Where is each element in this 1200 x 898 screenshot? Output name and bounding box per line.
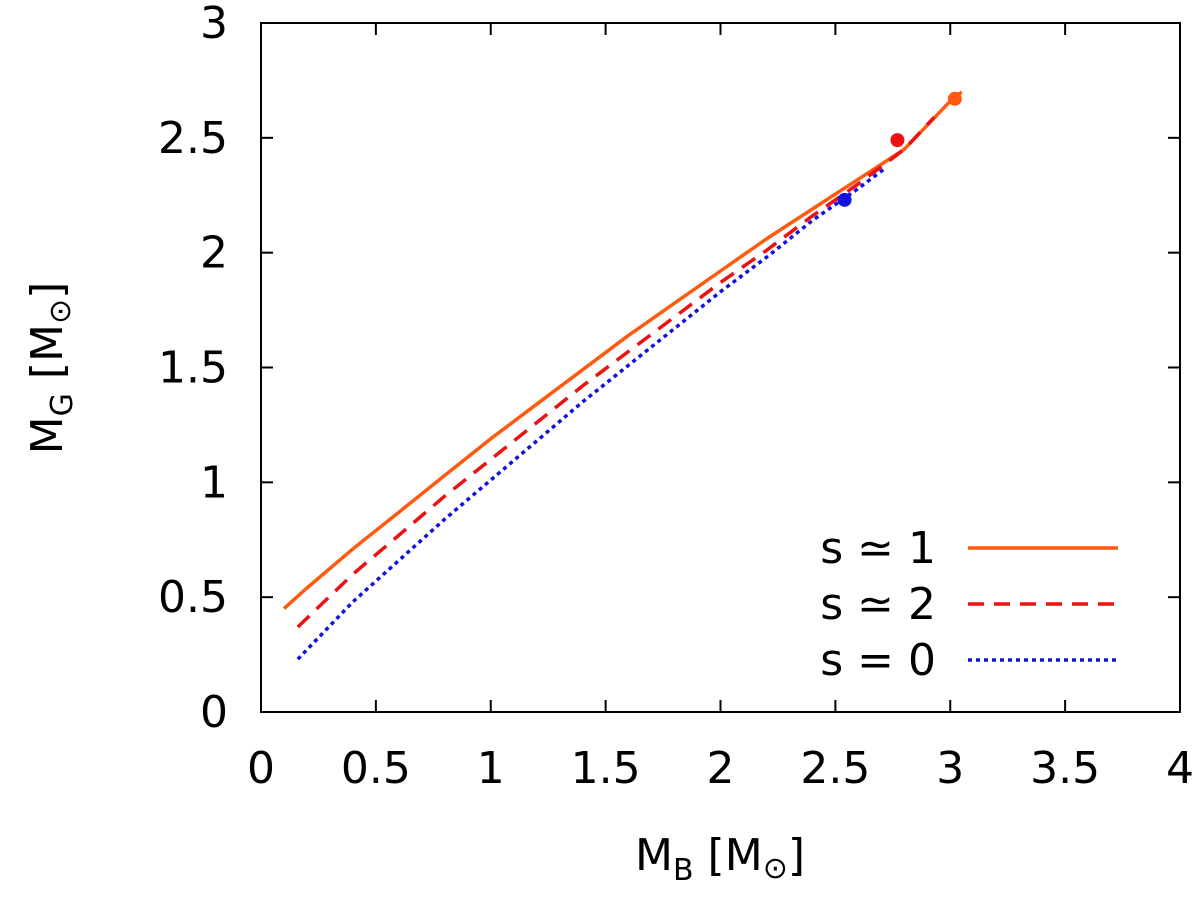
y-axis-label: MG [M⊙] [22,282,80,455]
series-line-2 [296,116,936,629]
x-tick-label: 0 [247,743,275,794]
plot-frame [260,22,1181,713]
y-tick-label: 2 [200,228,228,279]
x-tick-label: 2 [707,743,735,794]
series-marker-1 [947,91,962,106]
x-axis-label-close: ] [788,830,805,881]
x-tick-label: 1 [477,743,505,794]
y-tick-label: 1 [200,457,228,508]
y-tick-label: 3 [200,0,228,49]
x-tick-label: 3 [936,743,964,794]
x-tick-label: 1.5 [571,743,641,794]
series-line-1 [282,90,963,610]
x-axis-label-sub: B [673,853,694,888]
series-markers [837,91,962,207]
ticks [261,23,1180,712]
legend: s ≃ 1s ≃ 2s = 0 [820,523,1118,686]
legend-label-2: s ≃ 2 [820,579,936,630]
y-tick-label: 1.5 [158,343,228,394]
y-tick-label: 0.5 [158,572,228,623]
y-tick-label: 2.5 [158,113,228,164]
x-axis-label-unit: [M [694,830,763,881]
x-axis-sun: ⊙ [763,851,788,886]
y-axis-label-sub: G [45,393,80,416]
x-tick-label: 2.5 [800,743,870,794]
legend-label-1: s ≃ 1 [820,523,936,574]
series-lines [282,90,963,661]
x-tick-label: 0.5 [341,743,411,794]
series-marker-3 [837,192,852,207]
x-tick-label: 3.5 [1030,743,1100,794]
y-axis-label-main: M [22,416,73,454]
series-line-3 [296,166,887,661]
y-tick-label: 0 [200,687,228,738]
legend-label-3: s = 0 [820,635,936,686]
y-axis-sun: ⊙ [43,299,78,324]
x-axis-label: MB [M⊙] [635,830,805,888]
tick-labels: 0 0.5 1 1.5 2 2.5 3 3.5 4 0 0.5 1 1.5 2 2.5 3 [158,0,1194,794]
y-axis-label-close: ] [22,282,73,299]
series-marker-2 [890,133,905,148]
x-tick-label: 4 [1166,743,1194,794]
x-axis-label-main: M [635,830,673,881]
y-axis-label-unit: [M [22,324,73,393]
